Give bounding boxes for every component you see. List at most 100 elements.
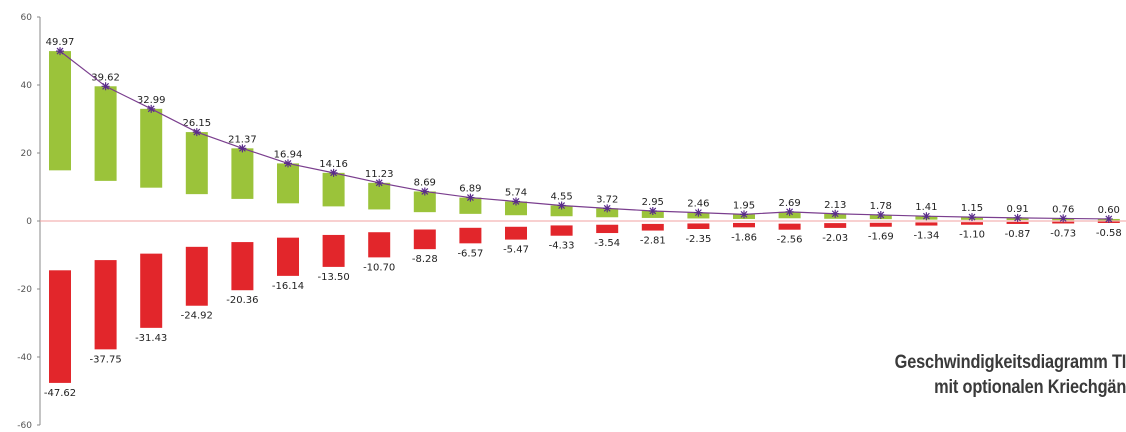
line-marker [968,213,976,222]
line-marker [192,128,201,137]
data-label-negative: -8.28 [412,254,438,265]
data-label-negative: -1.69 [868,232,894,243]
data-label-positive: 16.94 [274,149,303,160]
bar-positive [413,191,436,213]
data-label-negative: -24.92 [181,311,213,322]
bar-negative [915,222,938,226]
bar-negative [413,229,436,250]
bar-positive [459,197,482,214]
data-label-positive: 0.76 [1052,204,1074,215]
data-label-negative: -0.87 [1005,229,1031,240]
data-label-positive: 49.97 [46,37,75,48]
data-label-positive: 11.23 [365,169,394,180]
bar-negative [140,253,163,328]
line-marker [648,206,657,215]
bar-positive [550,205,573,217]
line-marker [740,210,748,219]
bar-positive [49,51,71,171]
data-label-positive: 2.46 [687,199,709,210]
y-tick-label: -20 [17,285,32,295]
bar-negative [277,237,299,276]
bar-negative [1052,221,1075,224]
bar-negative [641,223,664,231]
data-label-positive: 21.37 [228,134,257,145]
y-tick-label: -60 [17,421,32,431]
trend-line [59,50,1109,220]
data-label-positive: 4.55 [550,192,572,203]
data-label-positive: 3.72 [596,194,618,205]
line-marker [101,82,110,91]
data-label-positive: 2.13 [824,200,846,211]
data-label-negative: -37.75 [89,354,121,365]
bar-negative [231,242,254,291]
line-marker [329,168,338,177]
data-label-positive: 39.62 [91,72,120,83]
line-marker [56,47,64,56]
data-label-negative: -13.50 [317,272,349,283]
data-label-positive: 1.78 [870,201,892,212]
line-marker [557,201,566,210]
data-label-negative: -0.73 [1050,228,1076,239]
data-label-positive: 14.16 [319,159,348,170]
line-marker [1013,213,1022,222]
data-label-negative: -5.47 [503,245,529,256]
y-tick-label: 20 [21,149,33,159]
data-label-negative: -1.34 [913,231,939,242]
y-tick-label: 60 [21,13,33,23]
bar-negative [49,270,71,383]
data-label-negative: -20.36 [226,295,258,306]
bar-negative [185,246,208,306]
line-marker [466,193,475,202]
y-tick-label: 40 [21,81,33,91]
bar-negative [322,234,345,267]
data-label-negative: -4.33 [549,241,575,252]
bar-negative [94,260,117,350]
line-marker [831,209,840,218]
line-marker [147,104,156,113]
data-label-negative: -2.81 [640,236,666,247]
bar-positive [596,208,619,218]
y-tick-label: 0 [26,217,32,227]
bar-negative [596,224,619,234]
line-marker [603,204,612,213]
data-label-positive: 2.69 [778,198,800,209]
y-tick-label: -40 [17,353,32,363]
line-marker [694,208,703,217]
data-label-negative: -1.10 [959,230,985,241]
data-label-negative: -2.03 [822,233,848,244]
data-label-positive: 2.95 [642,197,664,208]
data-label-positive: 32.99 [137,95,166,106]
line-marker [922,212,931,221]
data-label-positive: 1.95 [733,200,755,211]
bar-negative [687,223,710,229]
chart-title-line-2: mit optionalen Kriechgän [934,377,1126,398]
line-marker [284,159,292,168]
bar-positive [505,201,527,216]
bar-negative [869,222,892,227]
data-label-negative: -16.14 [272,281,304,292]
bar-positive [277,163,299,204]
data-label-positive: 1.15 [961,203,983,214]
data-label-positive: 8.69 [414,177,436,188]
data-label-negative: -47.62 [44,388,76,399]
chart-title-line-1: Geschwindigkeitsdiagramm TI [894,352,1126,373]
data-label-positive: 26.15 [182,118,211,129]
data-label-positive: 1.41 [915,202,937,213]
line-marker [512,197,520,206]
data-label-negative: -2.56 [777,235,803,246]
line-marker [785,207,794,216]
bar-negative [961,222,983,225]
data-label-positive: 6.89 [459,184,481,195]
data-label-negative: -0.58 [1096,228,1122,239]
data-label-negative: -6.57 [457,248,483,259]
chart-title: Geschwindigkeitsdiagramm TI mit optional… [895,350,1126,400]
bar-negative [1006,221,1029,224]
bar-positive [231,148,254,199]
data-label-negative: -1.86 [731,232,757,243]
data-label-negative: -10.70 [363,262,395,273]
bar-negative [778,223,801,230]
line-marker [238,144,247,153]
bar-positive [368,182,391,210]
bar-negative [459,227,482,244]
data-label-positive: 5.74 [505,187,527,198]
